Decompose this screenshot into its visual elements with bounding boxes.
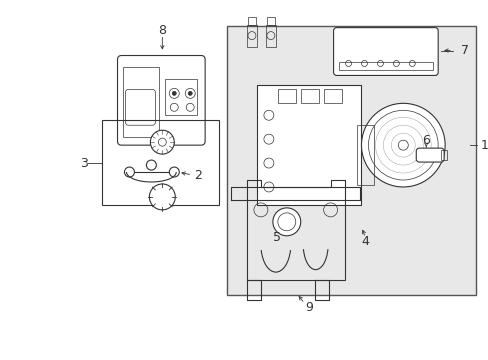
Circle shape bbox=[272, 208, 300, 236]
Bar bbox=[247, 17, 255, 24]
Bar bbox=[265, 24, 275, 46]
Circle shape bbox=[361, 103, 444, 187]
Bar bbox=[300, 89, 318, 103]
Text: 1: 1 bbox=[480, 139, 488, 152]
Text: 3: 3 bbox=[80, 157, 87, 170]
FancyBboxPatch shape bbox=[415, 148, 443, 162]
Bar bbox=[102, 120, 219, 205]
Bar bbox=[266, 17, 274, 24]
Bar bbox=[338, 63, 432, 71]
Circle shape bbox=[149, 184, 175, 210]
Circle shape bbox=[146, 160, 156, 170]
Circle shape bbox=[150, 130, 174, 154]
Text: 4: 4 bbox=[361, 235, 368, 248]
Text: 7: 7 bbox=[460, 44, 468, 57]
Circle shape bbox=[172, 91, 176, 95]
Bar bbox=[226, 26, 475, 294]
Bar bbox=[356, 125, 374, 185]
Bar bbox=[256, 85, 361, 205]
Bar bbox=[277, 89, 295, 103]
Text: 6: 6 bbox=[422, 134, 429, 147]
Text: 5: 5 bbox=[272, 231, 280, 244]
Text: 2: 2 bbox=[194, 168, 202, 181]
Text: 9: 9 bbox=[304, 301, 312, 314]
Bar bbox=[123, 67, 159, 137]
FancyBboxPatch shape bbox=[333, 28, 437, 76]
Circle shape bbox=[169, 167, 179, 177]
Circle shape bbox=[124, 167, 134, 177]
Bar bbox=[246, 24, 256, 46]
Bar bbox=[323, 89, 341, 103]
Bar bbox=[440, 150, 446, 160]
Text: 8: 8 bbox=[158, 24, 166, 37]
FancyBboxPatch shape bbox=[117, 55, 205, 145]
Circle shape bbox=[188, 91, 192, 95]
Bar bbox=[165, 80, 197, 115]
Bar bbox=[246, 187, 344, 280]
